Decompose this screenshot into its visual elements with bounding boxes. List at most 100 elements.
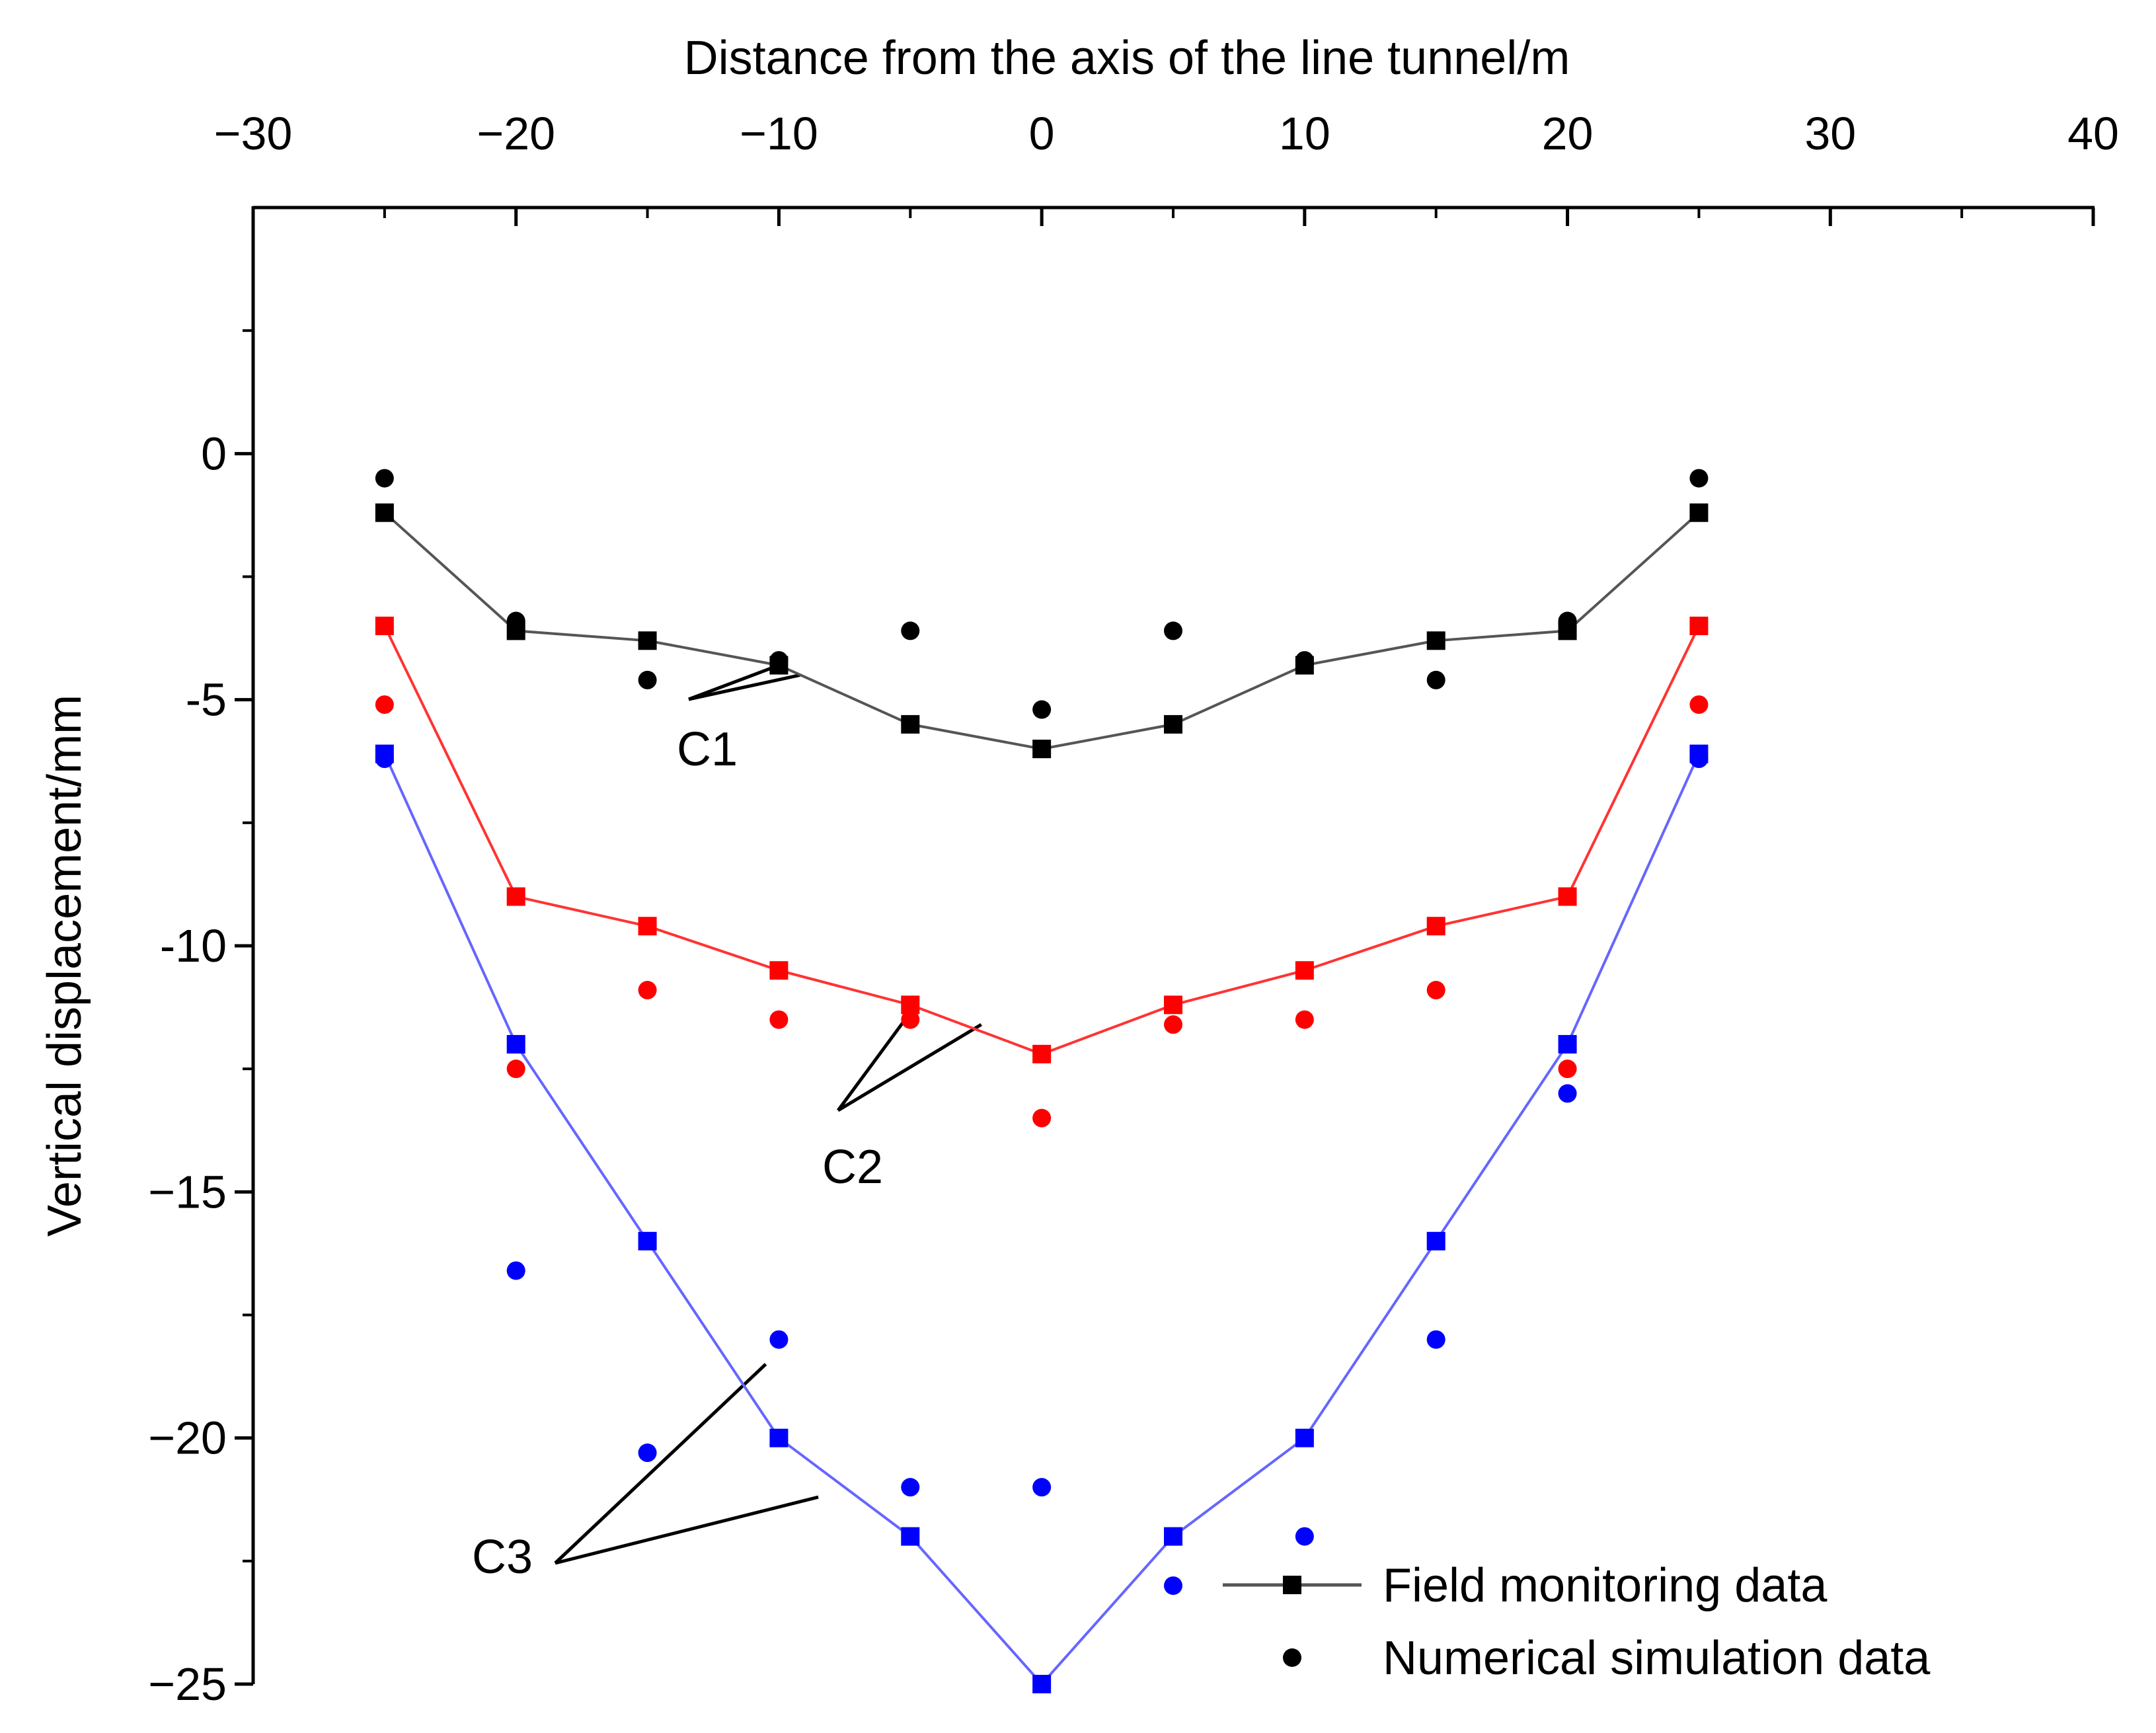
- data-point-square: [1164, 995, 1182, 1015]
- annotation-label-c1: C1: [677, 723, 738, 776]
- data-point-square: [769, 961, 789, 980]
- data-point-circle: [1164, 621, 1182, 640]
- data-point-square: [638, 631, 657, 650]
- y-tick-label: −25: [148, 1658, 227, 1710]
- series-line: [383, 625, 1701, 1056]
- data-point-circle: [1689, 695, 1709, 714]
- legend-label-field: Field monitoring data: [1383, 1559, 1828, 1612]
- annotation-leader-line: [836, 1019, 907, 1112]
- data-point-circle: [506, 611, 525, 631]
- series-c1-field: [375, 503, 1709, 759]
- series-c1-simulation: [375, 469, 1709, 719]
- annotation-leader-line: [554, 1363, 767, 1564]
- y-tick-label: 0: [201, 428, 227, 479]
- data-point-circle: [375, 750, 394, 769]
- data-point-circle: [638, 1444, 657, 1463]
- series-c2-simulation: [375, 695, 1709, 1128]
- data-point-circle: [901, 1010, 920, 1029]
- data-point-circle: [1295, 1010, 1314, 1029]
- data-point-circle: [638, 981, 657, 1000]
- data-point-circle: [638, 670, 657, 689]
- axes: −30 −20 −10 0 10 20 30 40 0 -5 -10 −15 −20 −25 Distanc…: [38, 32, 2119, 1710]
- data-point-square: [1295, 1428, 1314, 1447]
- x-tick-label: 10: [1279, 108, 1330, 159]
- data-point-circle: [901, 621, 920, 640]
- data-point-square: [506, 887, 525, 906]
- series-c3-simulation: [375, 750, 1709, 1596]
- data-point-square: [1032, 1675, 1052, 1693]
- data-point-circle: [1558, 611, 1577, 631]
- x-tick-label: 30: [1804, 108, 1856, 159]
- y-tick-label: −15: [148, 1166, 227, 1217]
- data-point-circle: [769, 1010, 789, 1029]
- series-c2-field: [375, 616, 1709, 1063]
- data-point-square: [506, 1034, 525, 1054]
- data-point-circle: [1164, 1015, 1182, 1034]
- data-point-square: [638, 1231, 657, 1251]
- data-point-circle: [769, 651, 789, 670]
- data-point-square: [1426, 917, 1445, 936]
- annotation-leader-line: [837, 1023, 982, 1112]
- data-point-circle: [901, 1478, 920, 1497]
- data-point-square: [1426, 1231, 1445, 1251]
- legend: Field monitoring data Numerical simulatio…: [1223, 1559, 1931, 1685]
- x-tick-label: −20: [477, 108, 555, 159]
- data-point-circle: [1032, 1478, 1052, 1497]
- annotation-leader-line: [688, 664, 780, 701]
- data-point-circle: [1295, 651, 1314, 670]
- data-point-circle: [506, 1261, 525, 1280]
- data-point-square: [901, 714, 920, 734]
- annotation-leader-line: [555, 1495, 819, 1565]
- data-point-square: [1426, 631, 1445, 650]
- data-point-circle: [1558, 1059, 1577, 1079]
- annotation-leader-line: [688, 673, 800, 701]
- data-point-circle: [1689, 750, 1709, 769]
- data-point-circle: [506, 1059, 525, 1079]
- data-point-circle: [1558, 1084, 1577, 1103]
- data-point-square: [638, 917, 657, 936]
- data-point-circle: [769, 1330, 789, 1349]
- data-point-square: [1164, 1527, 1182, 1546]
- annotation-label-c2: C2: [822, 1141, 883, 1194]
- x-tick-label: 20: [1542, 108, 1594, 159]
- y-tick-label: -10: [160, 920, 227, 972]
- x-tick-label: 40: [2067, 108, 2119, 159]
- data-point-circle: [1032, 1108, 1052, 1128]
- data-point-square: [1558, 1034, 1577, 1054]
- data-point-square: [1032, 1044, 1052, 1063]
- data-point-square: [901, 1527, 920, 1546]
- data-point-circle: [1164, 1576, 1182, 1596]
- legend-marker-circle: [1283, 1648, 1301, 1667]
- y-tick-label: -5: [186, 674, 227, 726]
- data-point-circle: [375, 695, 394, 714]
- data-point-square: [1032, 740, 1052, 759]
- data-point-circle: [1689, 469, 1709, 488]
- legend-label-simulation: Numerical simulation data: [1383, 1632, 1931, 1685]
- data-point-square: [1689, 616, 1709, 635]
- data-point-square: [375, 616, 394, 635]
- series-layer: [375, 469, 1709, 1693]
- data-point-circle: [1032, 700, 1052, 719]
- data-point-square: [375, 503, 394, 522]
- data-point-circle: [1426, 1330, 1445, 1349]
- data-point-square: [1689, 503, 1709, 522]
- legend-marker-square: [1283, 1576, 1301, 1594]
- x-tick-label: −30: [214, 108, 293, 159]
- y-tick-label: −20: [148, 1412, 227, 1464]
- data-point-circle: [1295, 1527, 1314, 1546]
- x-tick-label: 0: [1029, 108, 1055, 159]
- data-point-square: [1558, 887, 1577, 906]
- data-point-circle: [1426, 670, 1445, 689]
- data-point-square: [1295, 961, 1314, 980]
- annotations: C1 C2 C3: [472, 664, 982, 1584]
- data-point-circle: [1426, 981, 1445, 1000]
- series-c3-field: [375, 744, 1709, 1693]
- legend-entry-simulation: Numerical simulation data: [1283, 1632, 1931, 1685]
- legend-entry-field: Field monitoring data: [1223, 1559, 1828, 1612]
- x-tick-label: −10: [740, 108, 818, 159]
- annotation-label-c3: C3: [472, 1531, 533, 1584]
- data-point-square: [769, 1428, 789, 1447]
- x-axis-title: Distance from the axis of the line tunne…: [684, 32, 1570, 85]
- y-axis-title: Vertical displacement/mm: [38, 695, 91, 1237]
